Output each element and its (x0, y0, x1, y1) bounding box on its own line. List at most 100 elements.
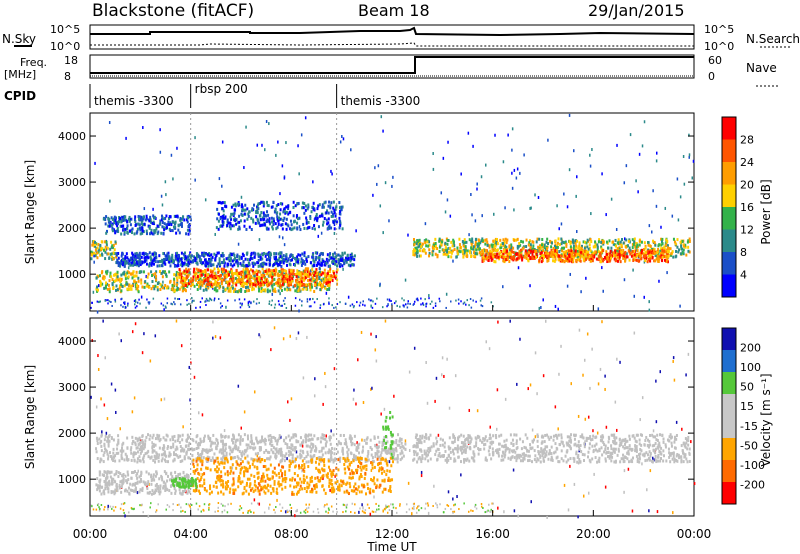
echo-cell (629, 249, 632, 253)
echo-cell (274, 281, 277, 285)
echo-cell (342, 258, 345, 262)
echo-cell (499, 250, 502, 254)
clutter-point (104, 299, 107, 302)
echo-cell (254, 262, 257, 266)
clutter-point (432, 306, 435, 309)
echo-cell (95, 276, 98, 280)
echo-cell (578, 247, 581, 251)
echo-cell (222, 209, 225, 213)
clutter-point (247, 509, 250, 512)
echo-cell (541, 253, 544, 257)
clutter-point (234, 299, 236, 302)
echo-cell (193, 255, 196, 259)
echo-cell (241, 270, 244, 274)
echo-cell (535, 255, 538, 259)
echo-cell (252, 220, 255, 224)
echo-cell (208, 257, 211, 261)
echo-cell (251, 208, 254, 212)
clutter-point (136, 305, 138, 308)
echo-cell (318, 203, 321, 207)
echo-cell (128, 215, 131, 219)
echo-cell (650, 253, 653, 257)
echo-cell (614, 254, 617, 258)
scatter-point (143, 332, 145, 336)
echo-cell (428, 254, 431, 258)
echo-cell (150, 231, 153, 235)
scatter-point (619, 360, 621, 364)
echo-cell (136, 230, 139, 234)
echo-cell (279, 202, 282, 206)
echo-cell (158, 254, 161, 258)
echo-cell (207, 268, 210, 272)
clutter-point (344, 302, 347, 305)
echo-cell (177, 258, 180, 262)
echo-cell (102, 453, 105, 457)
echo-cell (286, 274, 289, 278)
echo-cell (452, 238, 455, 242)
echo-cell (96, 256, 99, 260)
echo-cell (184, 289, 187, 293)
clutter-point (138, 298, 140, 301)
scatter-point (625, 164, 628, 168)
echo-cell (452, 243, 455, 247)
echo-cell (246, 285, 249, 289)
scatter-point (586, 332, 589, 336)
scatter-point (264, 148, 266, 152)
echo-cell (271, 225, 274, 229)
echo-cell (612, 254, 615, 258)
echo-cell (225, 453, 228, 457)
echo-cell (242, 277, 245, 281)
colorbar-tick-label: 24 (740, 156, 754, 169)
clutter-point (98, 506, 100, 509)
echo-cell (203, 279, 206, 283)
echo-cell (640, 251, 643, 255)
echo-cell (619, 240, 622, 244)
scatter-point (223, 429, 226, 433)
scatter-point (641, 396, 644, 400)
clutter-point (427, 504, 430, 507)
echo-cell (259, 253, 262, 257)
echo-cell (540, 251, 543, 255)
echo-cell (399, 452, 402, 456)
echo-cell (222, 260, 225, 264)
echo-cell (544, 254, 547, 258)
echo-cell (104, 250, 107, 254)
scatter-point (95, 405, 98, 409)
clutter-point (481, 305, 484, 308)
echo-cell (147, 256, 150, 260)
echo-cell (235, 283, 238, 287)
scatter-point (690, 440, 692, 444)
scatter-point (641, 462, 643, 466)
echo-cell (321, 271, 324, 275)
echo-cell (239, 219, 242, 223)
echo-cell (267, 213, 270, 217)
echo-cell (274, 290, 277, 294)
clutter-point (127, 302, 129, 305)
scatter-point (236, 221, 239, 225)
echo-cell (163, 258, 166, 262)
clutter-point (149, 506, 151, 509)
echo-cell (122, 260, 125, 264)
echo-cell (522, 246, 525, 250)
echo-cell (278, 263, 281, 267)
echo-cell (243, 224, 246, 228)
clutter-point (372, 510, 375, 513)
echo-cell (202, 288, 205, 292)
scatter-point (140, 295, 143, 299)
clutter-point (221, 305, 223, 308)
echo-cell (624, 250, 627, 254)
clutter-point (472, 509, 474, 512)
echo-cell (611, 240, 614, 244)
scatter-point (101, 430, 103, 434)
echo-cell (522, 240, 525, 244)
echo-cell (141, 285, 144, 289)
scatter-point (530, 500, 532, 504)
echo-cell (338, 206, 341, 210)
echo-cell (113, 228, 116, 232)
scatter-point (502, 160, 505, 164)
echo-cell (324, 442, 327, 446)
echo-cell (625, 252, 628, 256)
echo-cell (262, 283, 265, 287)
clutter-point (474, 503, 477, 506)
scatter-point (511, 127, 514, 131)
